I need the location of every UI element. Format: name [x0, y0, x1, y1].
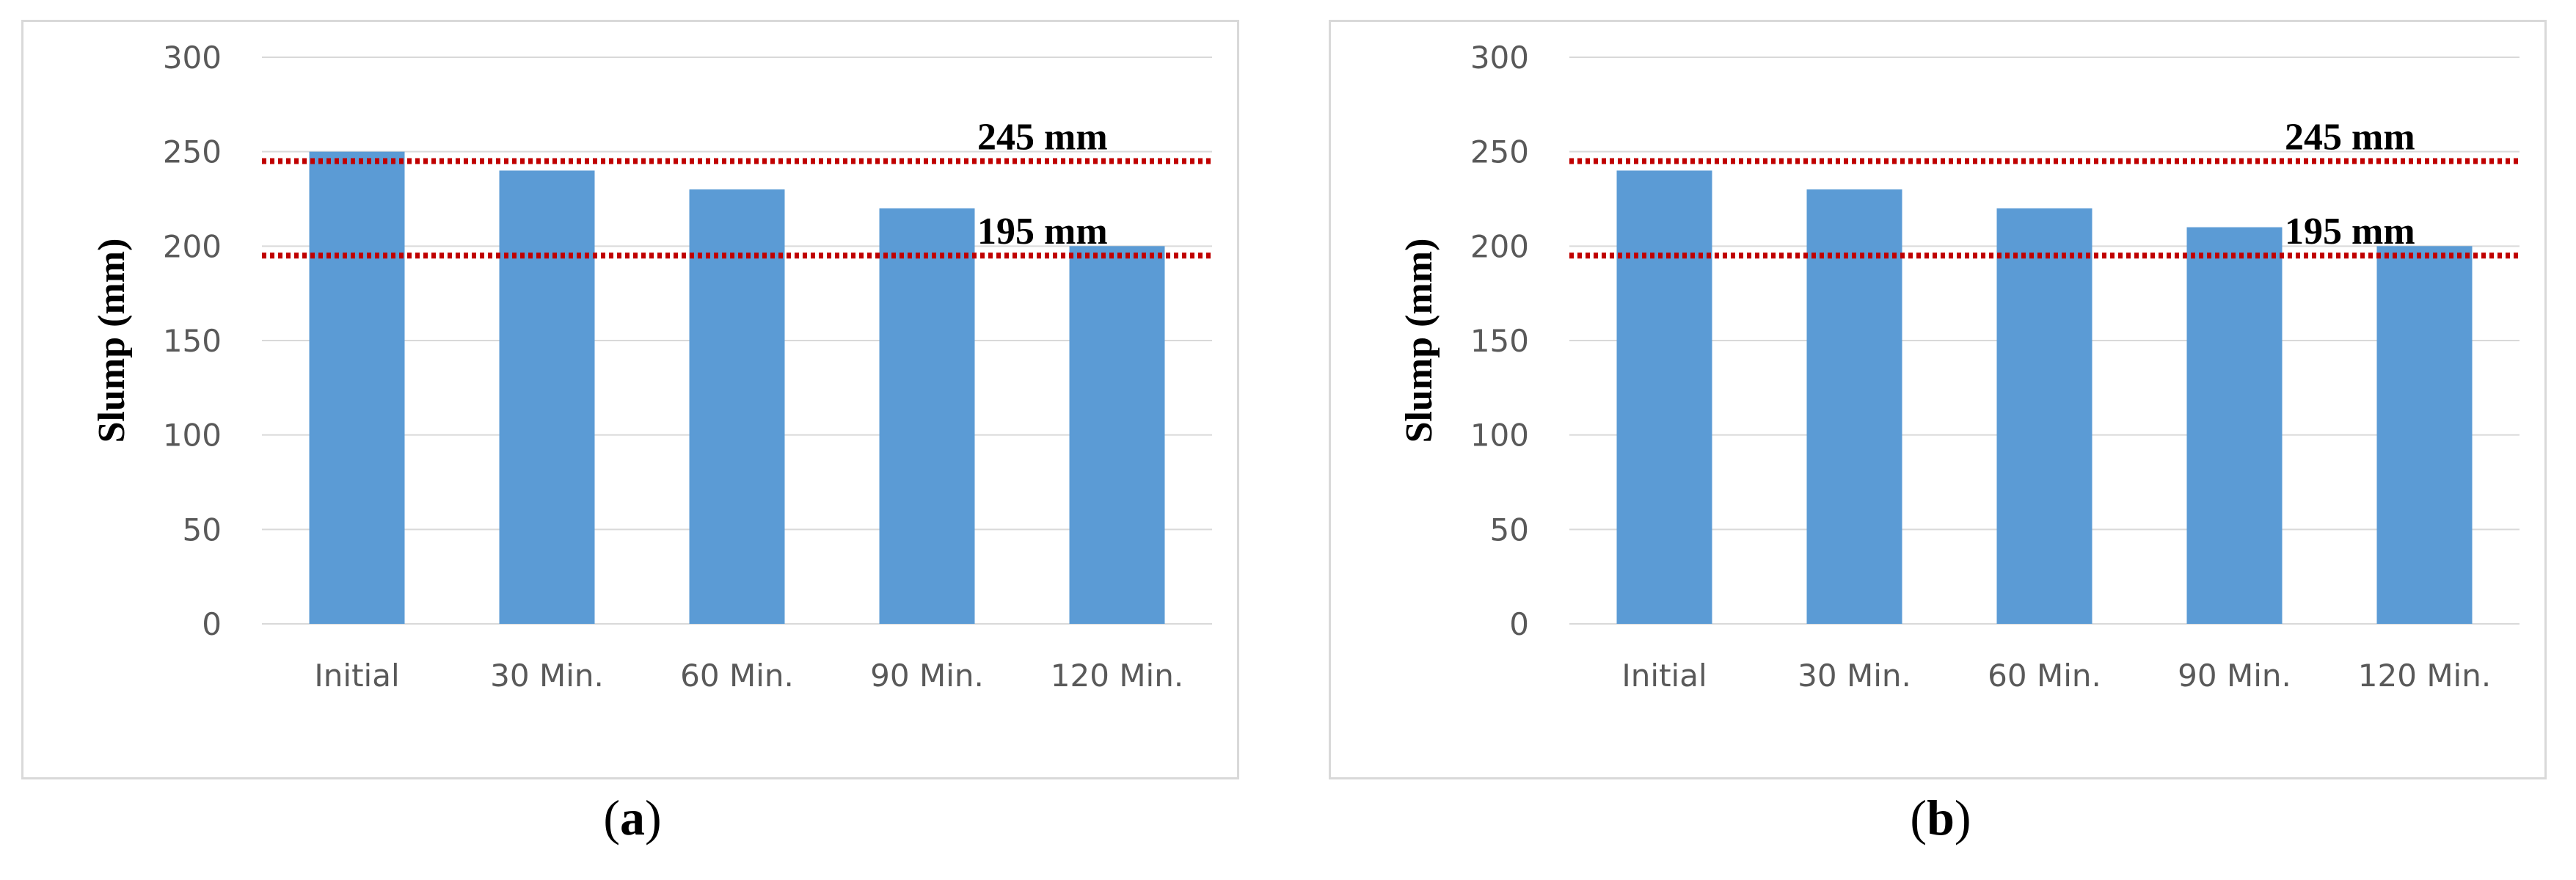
x-tick-label: Initial — [1621, 658, 1707, 694]
x-tick-label: 30 Min. — [490, 658, 604, 694]
y-tick-label: 100 — [1470, 418, 1529, 454]
bar — [689, 189, 785, 625]
y-axis-label: Slump (mm) — [91, 239, 133, 443]
x-tick-label: 60 Min. — [1988, 658, 2101, 694]
y-tick-label: 300 — [1470, 40, 1529, 76]
reference-line-label: 245 mm — [977, 117, 1108, 159]
bar — [879, 208, 975, 624]
x-tick-label: 90 Min. — [2178, 658, 2291, 694]
chart-b-svg: 0 50 100 150 200 250 300 Initial 30 Min. 60 Min. 9… — [1398, 40, 2520, 694]
caption-b-label: b — [1927, 790, 1955, 846]
chart-panel-a: 0 50 100 150 200 250 300 Initial 30 Min. 60 Min. 9… — [21, 20, 1239, 779]
x-tick-label: 120 Min. — [2358, 658, 2491, 694]
y-axis-label: Slump (mm) — [1398, 239, 1440, 443]
reference-line-label: 195 mm — [977, 211, 1108, 252]
bar — [1069, 246, 1165, 624]
y-tick-label: 250 — [163, 134, 222, 170]
y-tick-label: 100 — [163, 418, 222, 454]
y-tick-label: 50 — [1490, 512, 1529, 548]
reference-line-label: 195 mm — [2285, 211, 2415, 252]
bar — [309, 151, 405, 624]
y-tick-label: 200 — [1470, 228, 1529, 264]
bar — [1806, 189, 1902, 625]
x-tick-label: 30 Min. — [1798, 658, 1911, 694]
y-tick-label: 150 — [163, 323, 222, 359]
y-tick-label: 0 — [1509, 606, 1529, 642]
y-tick-label: 0 — [202, 606, 222, 642]
y-tick-label: 150 — [1470, 323, 1529, 359]
x-tick-label: 120 Min. — [1051, 658, 1183, 694]
x-tick-label: 90 Min. — [870, 658, 984, 694]
bar — [1996, 208, 2092, 624]
y-tick-label: 50 — [183, 512, 222, 548]
bar — [2186, 227, 2283, 625]
y-tick-label: 300 — [163, 40, 222, 76]
chart-panel-b: 0 50 100 150 200 250 300 Initial 30 Min. 60 Min. 9… — [1329, 20, 2547, 779]
caption-a: (a) — [603, 790, 662, 846]
bar — [499, 170, 595, 624]
caption-a-label: a — [620, 790, 645, 846]
reference-line-label: 245 mm — [2285, 117, 2415, 159]
bar — [1616, 170, 1712, 624]
caption-b: (b) — [1910, 790, 1971, 846]
x-tick-label: Initial — [314, 658, 399, 694]
chart-a-svg: 0 50 100 150 200 250 300 Initial 30 Min. 60 Min. 9… — [91, 40, 1212, 694]
y-tick-label: 250 — [1470, 134, 1529, 170]
x-tick-label: 60 Min. — [680, 658, 794, 694]
bar — [2376, 246, 2473, 624]
y-tick-label: 200 — [163, 228, 222, 264]
